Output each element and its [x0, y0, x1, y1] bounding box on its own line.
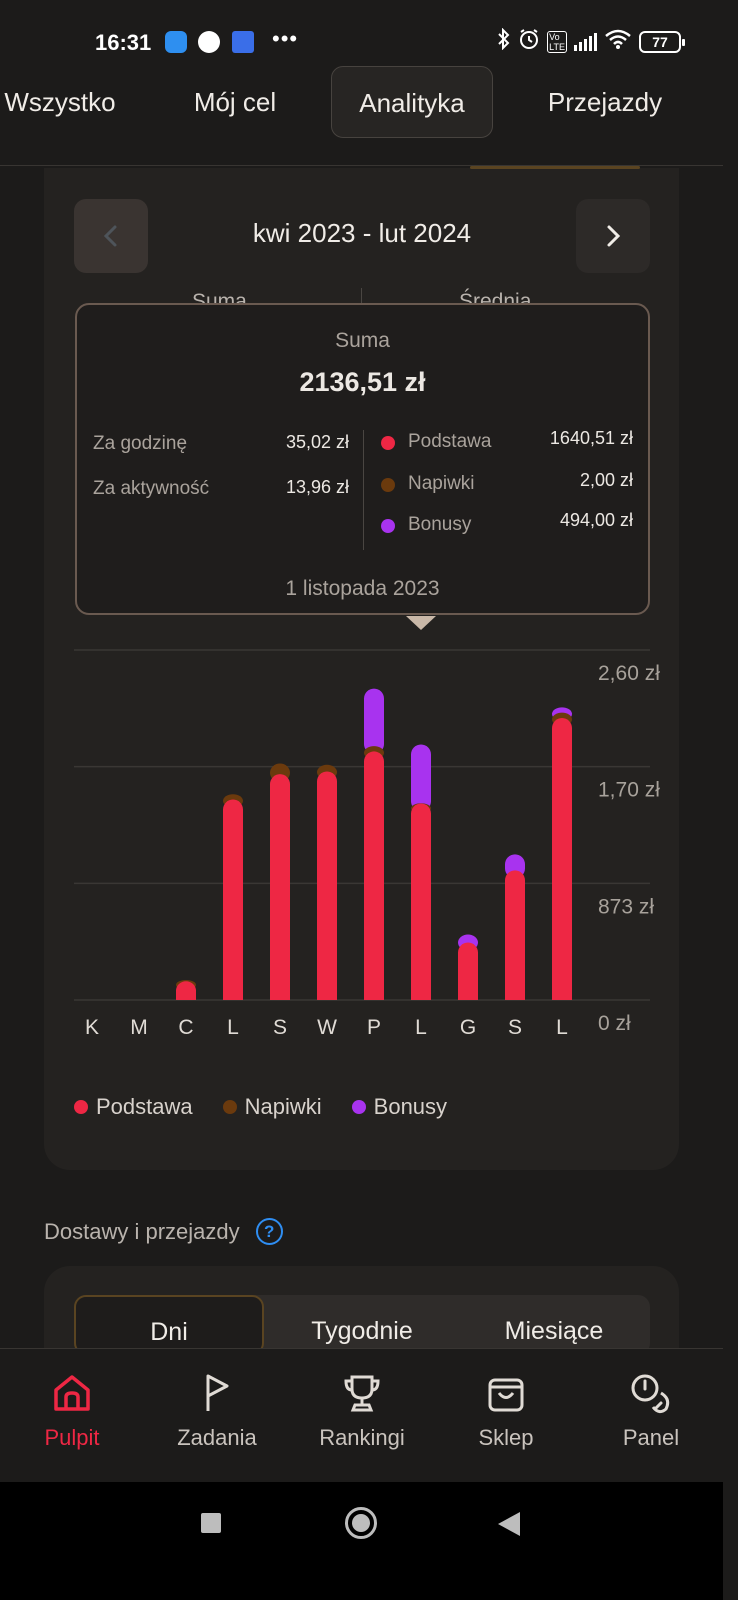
legend-napiwki-dot-icon: [222, 1100, 237, 1114]
tab-przejazdy[interactable]: Przejazdy: [547, 87, 663, 117]
summary-divider: [361, 288, 362, 308]
breakdown-podstawa-label: Podstawa: [408, 431, 492, 452]
tab-wszystko[interactable]: Wszystko: [4, 87, 116, 117]
breakdown-napiwki-label: Napiwki: [408, 473, 475, 494]
alarm-icon: [518, 28, 540, 56]
chevron-right-icon: [607, 225, 621, 247]
legend-bonusy-label: Bonusy: [373, 1094, 448, 1119]
home-button-icon[interactable]: [345, 1507, 377, 1539]
legend-item-bonusy[interactable]: Bonusy: [351, 1094, 448, 1120]
nav-pulpit[interactable]: Pulpit: [7, 1371, 137, 1451]
next-period-button[interactable]: [576, 199, 650, 273]
system-navigation-bar: [0, 1482, 723, 1600]
legend-podstawa-label: Podstawa: [96, 1094, 193, 1119]
trophy-icon: [344, 1375, 380, 1412]
section-title-text: Dostawy i przejazdy: [44, 1218, 240, 1244]
breakdown-bonusy-value: 494,00 zł: [559, 510, 633, 530]
podstawa-dot-icon: [381, 436, 395, 450]
per-hour-label: Za godzinę: [93, 433, 188, 454]
nav-rankingi-label: Rankingi: [319, 1425, 405, 1450]
tooltip-pointer: [406, 616, 436, 630]
period-segmented-control: Dni Tygodnie Miesiące: [74, 1295, 650, 1355]
section-title: Dostawy i przejazdy ?: [44, 1218, 283, 1245]
segment-miesiace[interactable]: Miesiące: [504, 1317, 604, 1345]
status-bar: 16:31 ••• Vo LTE 77: [0, 0, 723, 70]
per-activity-value: 13,96 zł: [285, 477, 349, 497]
bottom-navigation: Pulpit Zadania Rankingi Sklep Panel: [0, 1348, 723, 1482]
more-notifications-icon: •••: [272, 26, 299, 51]
napiwki-dot-icon: [381, 478, 395, 492]
meet-app-notification-icon: [232, 31, 254, 53]
legend-item-podstawa[interactable]: Podstawa: [74, 1094, 193, 1120]
chart-legend: Podstawa Napiwki Bonusy: [74, 1094, 447, 1120]
tooltip-date: 1 listopada 2023: [285, 577, 440, 600]
period-label: kwi 2023 - lut 2024: [252, 218, 472, 248]
status-time: 16:31: [95, 30, 152, 55]
status-icons: Vo LTE 77: [497, 27, 685, 56]
tooltip-total: 2136,51 zł: [299, 367, 426, 397]
wifi-icon: [604, 29, 632, 55]
nav-sklep[interactable]: Sklep: [441, 1371, 571, 1451]
card-accent-line: [470, 166, 640, 169]
panel-icon: [631, 1374, 670, 1414]
bonusy-dot-icon: [381, 519, 395, 533]
nav-sklep-label: Sklep: [478, 1425, 534, 1450]
home-icon: [54, 1375, 90, 1411]
signal-icon: [574, 33, 597, 51]
help-icon[interactable]: ?: [255, 1218, 283, 1245]
legend-podstawa-dot-icon: [74, 1100, 88, 1114]
legend-bonusy-dot-icon: [351, 1100, 366, 1114]
volte-icon: Vo LTE: [547, 31, 567, 53]
segment-dni[interactable]: Dni: [74, 1295, 264, 1355]
flag-icon: [206, 1374, 229, 1411]
app-notification-icon: [165, 31, 187, 53]
nav-pulpit-label: Pulpit: [44, 1425, 100, 1450]
chart-app-notification-icon: [198, 31, 220, 53]
nav-rankingi[interactable]: Rankingi: [297, 1371, 427, 1451]
back-icon[interactable]: [498, 1512, 520, 1536]
tab-moj-cel[interactable]: Mój cel: [193, 87, 277, 117]
nav-zadania-label: Zadania: [177, 1425, 257, 1450]
tooltip-divider: [363, 430, 364, 550]
tab-analityka[interactable]: Analityka: [331, 66, 493, 138]
per-activity-label: Za aktywność: [93, 478, 210, 499]
breakdown-podstawa-value: 1640,51 zł: [549, 428, 633, 448]
nav-panel[interactable]: Panel: [586, 1371, 716, 1451]
breakdown-napiwki-value: 2,00 zł: [579, 470, 633, 490]
tooltip-title: Suma: [335, 329, 390, 352]
recent-apps-icon[interactable]: [201, 1513, 221, 1533]
top-tabs: Wszystko Mój cel Analityka Przejazdy: [0, 66, 723, 166]
legend-napiwki-label: Napiwki: [244, 1094, 322, 1119]
bluetooth-icon: [497, 27, 511, 56]
per-hour-value: 35,02 zł: [285, 432, 349, 452]
legend-item-napiwki[interactable]: Napiwki: [222, 1094, 322, 1120]
segment-tygodnie[interactable]: Tygodnie: [311, 1317, 413, 1345]
nav-panel-label: Panel: [622, 1425, 680, 1450]
breakdown-bonusy-label: Bonusy: [408, 514, 472, 535]
previous-period-button[interactable]: [74, 199, 148, 273]
bar-tooltip: Suma 2136,51 zł Za godzinę 35,02 zł Za a…: [75, 303, 650, 615]
battery-icon: 77: [639, 31, 685, 53]
chevron-left-icon: [103, 225, 117, 247]
bag-icon: [488, 1378, 524, 1412]
nav-zadania[interactable]: Zadania: [152, 1371, 282, 1451]
